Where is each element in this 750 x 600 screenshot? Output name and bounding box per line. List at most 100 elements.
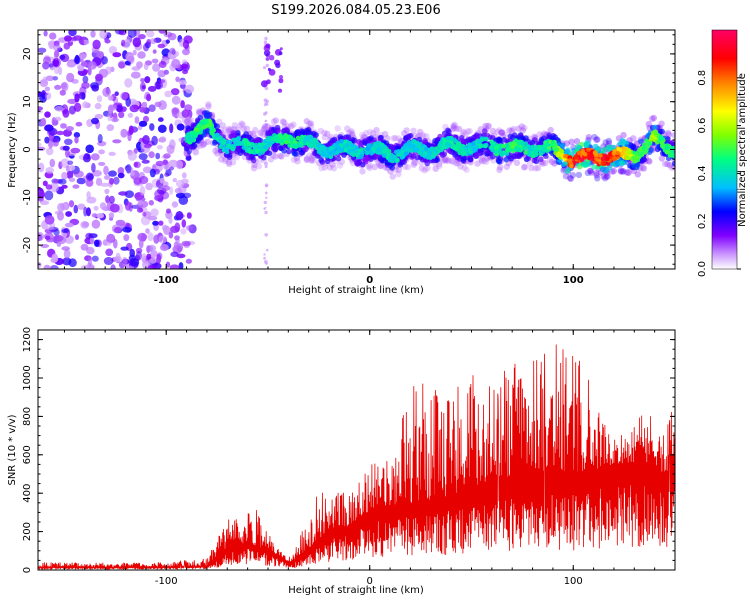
ridge-point (633, 158, 638, 164)
ridge-point (671, 160, 675, 167)
ridge-point (260, 131, 267, 138)
ridge-point (354, 161, 361, 167)
ridge-point (281, 119, 288, 126)
noise-blob (115, 219, 126, 226)
noise-blob (277, 88, 283, 93)
noise-blob (116, 104, 123, 113)
ridge-point (230, 146, 235, 152)
x-tick-label: 0 (367, 576, 373, 587)
ridge-point (432, 165, 439, 172)
ridge-point (395, 158, 400, 163)
ridge-point (421, 167, 428, 174)
ridge-point (441, 156, 449, 163)
ridge-point (324, 130, 331, 137)
noise-blob (91, 84, 99, 92)
noise-blob (158, 235, 167, 244)
noise-blob (77, 65, 85, 72)
noise-blob (107, 112, 112, 122)
noise-blob (57, 178, 67, 185)
noise-blob (61, 228, 69, 234)
ridge-point (476, 139, 482, 144)
ridge-point (562, 154, 568, 159)
ridge-point (450, 158, 457, 166)
ridge-point (395, 166, 403, 173)
ridge-point (619, 159, 625, 166)
y-tick-label: 10 (22, 95, 33, 108)
noise-blob (69, 165, 76, 171)
ridge-point (501, 143, 507, 149)
noise-blob (181, 172, 187, 179)
ridge-point (638, 157, 645, 164)
ridge-point (381, 130, 389, 138)
noise-blob (80, 265, 91, 269)
ridge-point (548, 158, 556, 166)
noise-blob (265, 57, 270, 61)
noise-blob (268, 54, 275, 61)
noise-blob (99, 30, 108, 39)
ridge-point (205, 101, 212, 108)
noise-blob (139, 176, 149, 184)
noise-blob (118, 61, 125, 69)
ridge-point (312, 137, 318, 143)
ridge-point (243, 131, 249, 137)
ridge-point (243, 125, 251, 132)
ridge-point (648, 136, 654, 142)
ridge-point (601, 146, 608, 153)
noise-blob (91, 219, 101, 229)
ridge-point (527, 151, 532, 157)
ridge-point (664, 129, 672, 137)
ridge-point (236, 136, 242, 141)
ridge-point (294, 158, 301, 165)
noise-blob (86, 191, 91, 199)
noise-blob (264, 36, 268, 41)
noise-blob (70, 147, 81, 154)
ridge-point (575, 144, 581, 150)
noise-blob (142, 211, 147, 217)
ridge-point (410, 161, 417, 168)
ridge-point (457, 163, 464, 170)
noise-blob (171, 95, 181, 105)
ridge-point (324, 158, 331, 165)
noise-blob (185, 258, 192, 264)
ridge-point (594, 136, 601, 143)
ridge-point (520, 164, 528, 171)
ridge-point (478, 157, 486, 165)
noise-blob (264, 120, 267, 123)
ridge-point (332, 149, 337, 154)
noise-blob (85, 178, 94, 187)
noise-blob (65, 211, 72, 217)
ridge-point (611, 151, 617, 156)
noise-blob (82, 101, 89, 109)
noise-blob (134, 116, 140, 124)
noise-blob (53, 234, 64, 242)
ridge-point (433, 149, 439, 154)
ridge-point (534, 164, 542, 172)
ridge-point (319, 159, 326, 165)
ridge-point (359, 131, 366, 139)
noise-blob (77, 203, 86, 210)
noise-blob (157, 124, 167, 133)
noise-blob (45, 225, 55, 231)
ridge-point (494, 128, 501, 136)
colorbar-tick-label: 0.2 (697, 213, 708, 229)
ridge-point (369, 151, 374, 156)
noise-blob (178, 79, 187, 85)
ridge-point (531, 157, 538, 164)
ridge-point (192, 149, 199, 156)
ridge-point (262, 123, 269, 130)
noise-blob (169, 186, 174, 195)
ridge-point (467, 156, 474, 163)
noise-blob (138, 153, 148, 161)
noise-blob (108, 151, 116, 156)
noise-blob (262, 66, 267, 70)
noise-blob (151, 135, 158, 146)
ridge-point (493, 145, 499, 151)
ridge-point (612, 156, 618, 161)
ridge-point (605, 137, 612, 145)
noise-blob (95, 177, 103, 186)
ridge-point (510, 125, 517, 133)
noise-blob (139, 82, 146, 92)
ridge-point (566, 174, 574, 182)
noise-blob (264, 161, 268, 166)
ridge-point (249, 130, 257, 137)
